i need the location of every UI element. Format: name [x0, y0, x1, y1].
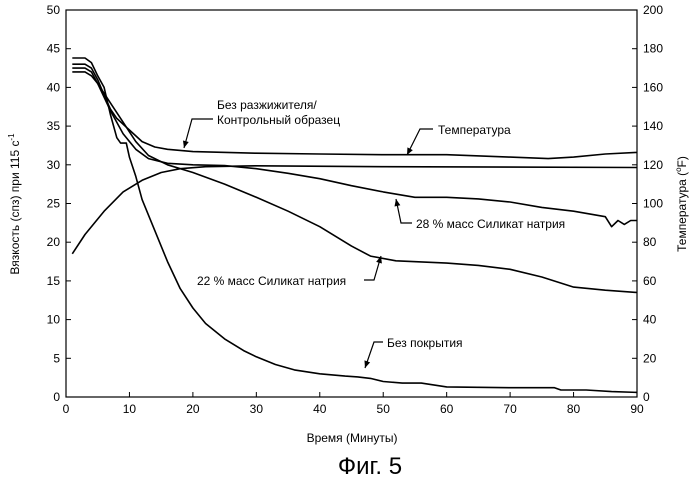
y2-tick-label: 160 [643, 80, 663, 94]
x-tick-label: 50 [377, 402, 391, 416]
x-tick-label: 80 [567, 402, 581, 416]
x-tick-label: 70 [503, 402, 517, 416]
y2-axis-title-tail: F) [675, 156, 689, 167]
temperature-series-line [71, 165, 638, 255]
x-tick-label: 90 [630, 402, 644, 416]
figure-caption: Фиг. 5 [338, 453, 402, 480]
x-tick-label: 0 [63, 402, 70, 416]
y-tick-label: 0 [53, 390, 60, 404]
y-axis-title-sup: -1 [7, 133, 16, 141]
y2-tick-label: 20 [643, 351, 657, 365]
y-tick-label: 20 [47, 235, 61, 249]
y2-axis-title: Температура (oF) [674, 156, 689, 252]
annotation-leader-line [364, 255, 382, 281]
y2-tick-label: 100 [643, 197, 663, 211]
y-tick-label: 40 [47, 80, 61, 94]
y-tick-label: 10 [47, 313, 61, 327]
annotation-label: 22 % масс Силикат натрия [197, 274, 346, 288]
annotation-label: Контрольный образец [217, 113, 340, 127]
x-tick-label: 20 [186, 402, 200, 416]
annotation-label: 28 % масс Силикат натрия [416, 217, 565, 231]
y2-axis-title-sup: o [674, 167, 683, 172]
x-tick-label: 40 [313, 402, 327, 416]
annotation-leader-line [364, 341, 383, 369]
annotation-label: Температура [438, 123, 511, 137]
y2-tick-label: 60 [643, 274, 657, 288]
annotation-layer: Без разжижителя/Контрольный образец Темпе… [182, 98, 565, 369]
plot-frame [65, 9, 638, 398]
y2-tick-label: 120 [643, 158, 663, 172]
annotation-label: Без покрытия [387, 336, 463, 350]
y2-tick-label: 80 [643, 235, 657, 249]
annotation-leader-line [395, 198, 412, 224]
y-axis-title-main: Вязкость (спз) при 115 с [8, 141, 22, 275]
y2-tick-label: 180 [643, 42, 663, 56]
annotation-leader-line [406, 128, 433, 156]
series-layer [71, 57, 638, 394]
ticks-layer: 0 10 20 30 40 50 60 70 80 90051015202530354045500… [47, 3, 664, 416]
y2-tick-label: 140 [643, 119, 663, 133]
x-tick-label: 10 [123, 402, 137, 416]
y-axis-title: Вязкость (спз) при 115 с-1 [7, 133, 22, 275]
y-tick-label: 25 [47, 197, 61, 211]
silicate-22-series-line [72, 71, 638, 294]
y-tick-label: 15 [47, 274, 61, 288]
annotation-label: Без разжижителя/ [217, 98, 317, 112]
annotation-arrowhead [376, 256, 382, 264]
annotation-leader-line [183, 118, 213, 149]
annotation-arrowhead [182, 140, 189, 148]
y-tick-label: 35 [47, 119, 61, 133]
silicate-28-series-line [72, 67, 637, 228]
uncoated-series-line [72, 57, 638, 394]
annotation-arrowhead [364, 360, 371, 368]
x-axis-title: Время (Минуты) [307, 431, 398, 445]
y-tick-label: 30 [47, 158, 61, 172]
x-tick-label: 60 [440, 402, 454, 416]
control-series-line [72, 63, 638, 160]
y2-tick-label: 200 [643, 3, 663, 17]
annotation-arrowhead [407, 147, 413, 155]
y2-tick-label: 0 [643, 390, 650, 404]
x-tick-label: 30 [250, 402, 264, 416]
y2-axis-title-main: Температура ( [675, 172, 689, 252]
y2-tick-label: 40 [643, 313, 657, 327]
annotation-arrowhead [394, 199, 401, 207]
y-tick-label: 5 [53, 351, 60, 365]
y-tick-label: 50 [47, 3, 61, 17]
y-tick-label: 45 [47, 42, 61, 56]
